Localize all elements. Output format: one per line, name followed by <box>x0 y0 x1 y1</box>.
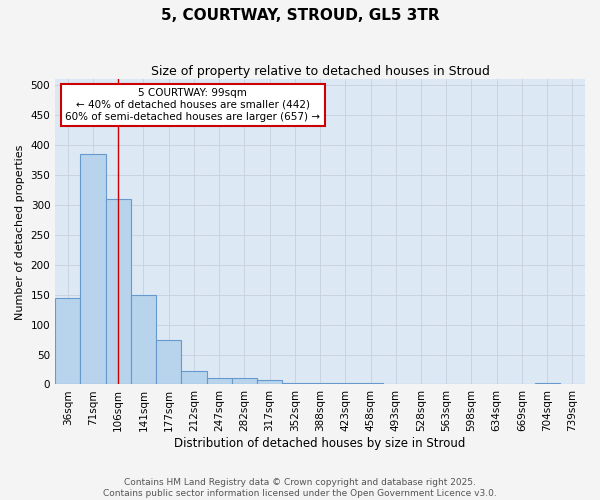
Bar <box>282 382 307 384</box>
Bar <box>131 294 156 384</box>
Y-axis label: Number of detached properties: Number of detached properties <box>15 144 25 320</box>
Bar <box>257 380 282 384</box>
Bar <box>535 382 560 384</box>
Bar <box>181 372 206 384</box>
Text: 5, COURTWAY, STROUD, GL5 3TR: 5, COURTWAY, STROUD, GL5 3TR <box>161 8 439 22</box>
Bar <box>206 378 232 384</box>
Bar <box>156 340 181 384</box>
X-axis label: Distribution of detached houses by size in Stroud: Distribution of detached houses by size … <box>175 437 466 450</box>
Text: Contains HM Land Registry data © Crown copyright and database right 2025.
Contai: Contains HM Land Registry data © Crown c… <box>103 478 497 498</box>
Bar <box>55 298 80 384</box>
Text: 5 COURTWAY: 99sqm
← 40% of detached houses are smaller (442)
60% of semi-detache: 5 COURTWAY: 99sqm ← 40% of detached hous… <box>65 88 320 122</box>
Title: Size of property relative to detached houses in Stroud: Size of property relative to detached ho… <box>151 65 490 78</box>
Bar <box>232 378 257 384</box>
Bar <box>106 199 131 384</box>
Bar <box>80 154 106 384</box>
